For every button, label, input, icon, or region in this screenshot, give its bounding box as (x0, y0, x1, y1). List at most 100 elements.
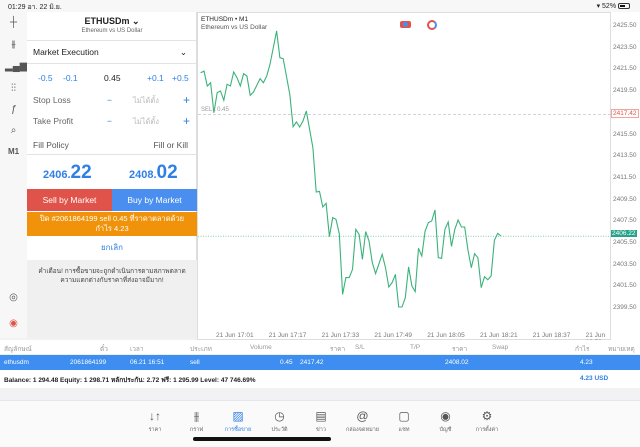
x-tick-label: 21 Jun 18:37 (532, 332, 571, 339)
app-logo-icon[interactable]: ◉ (9, 318, 18, 329)
y-tick-label: 2415.50 (613, 130, 637, 138)
volume-minus-0.1[interactable]: -0.1 (63, 73, 78, 83)
column-header: สัญลักษณ์ (4, 346, 32, 353)
data-point (464, 226, 466, 228)
y-tick-label: 2403.50 (613, 260, 637, 268)
news-icon: ▤ (315, 409, 327, 423)
chat-icon: ▢ (398, 409, 410, 423)
nav-item[interactable]: ◷ ประวัติ (260, 409, 300, 434)
cancel-button[interactable]: ยกเลิก (100, 243, 123, 252)
data-point (236, 77, 238, 78)
settings-sliders-icon[interactable]: ⫶⫶ (11, 83, 16, 94)
take-profit-minus[interactable]: − (107, 116, 112, 126)
data-point (292, 126, 294, 128)
nav-item[interactable]: ⫵ กราฟ (177, 409, 217, 434)
chart-plot (198, 30, 612, 308)
nav-item[interactable]: @ กล่องจดหมาย (343, 409, 383, 434)
status-battery: ▾ 52% (597, 2, 630, 10)
nav-item[interactable]: ▤ ข่าว (301, 409, 341, 434)
close-position-button[interactable]: ปิด #2061864199 sell 0.45 ที่ราคาตลาดด้ว… (27, 212, 197, 236)
column-header: S/L (355, 344, 365, 351)
y-tick-label: 2423.50 (613, 43, 637, 51)
execution-type-select[interactable]: Market Execution ⌄ (33, 47, 187, 57)
timer-icon[interactable] (427, 20, 437, 30)
data-point (395, 274, 396, 275)
mailbox-icon: @ (356, 409, 369, 423)
buy-by-market-button[interactable]: Buy by Market (112, 189, 197, 211)
trade-search-icon[interactable]: ◎ (9, 292, 18, 303)
data-point (279, 57, 281, 59)
objects-icon[interactable]: ⌕ (10, 125, 17, 136)
battery-icon (618, 3, 630, 10)
total-profit: 4.23 USD (580, 375, 609, 382)
crosshair-icon[interactable]: ┼ (9, 17, 18, 28)
data-point (220, 90, 221, 92)
one-click-trading-icon[interactable] (400, 21, 411, 28)
data-point (240, 85, 241, 87)
stop-loss-plus[interactable]: + (183, 93, 191, 107)
nav-item[interactable]: ⚙ การตั้งค่า (467, 409, 507, 434)
column-header: Swap (492, 344, 509, 351)
nav-item[interactable]: ↓↑ ราคา (135, 409, 175, 434)
nav-label: การซื้อขาย (224, 427, 252, 433)
data-point (474, 253, 475, 254)
take-profit-label: Take Profit (33, 116, 74, 126)
data-point (454, 229, 456, 230)
nav-label: ประวัติ (271, 427, 288, 433)
data-point (444, 229, 446, 230)
y-tick-label: 2399.50 (613, 304, 637, 312)
data-point (210, 82, 211, 83)
data-point (253, 91, 254, 93)
data-point (368, 240, 370, 242)
data-point (358, 234, 360, 235)
nav-item[interactable]: ▨ การซื้อขาย (218, 409, 258, 434)
data-point (233, 71, 234, 73)
data-point (414, 291, 416, 292)
volume-input[interactable]: 0.45 (104, 73, 121, 83)
data-point (471, 267, 472, 268)
stop-loss-input[interactable]: ไม่ได้ตั้ง (133, 96, 159, 105)
take-profit-input[interactable]: ไม่ได้ตั้ง (133, 117, 159, 126)
data-point (315, 191, 317, 193)
take-profit-plus[interactable]: + (183, 114, 191, 128)
data-point (461, 226, 462, 228)
nav-label: กล่องจดหมาย (345, 427, 380, 433)
chart-icon: ⫵ (193, 409, 200, 423)
fill-policy-label: Fill Policy (33, 140, 69, 150)
volume-plus-0.5[interactable]: +0.5 (172, 73, 189, 83)
price-axis: 2425.50 2423.50 2421.50 2419.50 2415.50 2413.… (611, 12, 640, 340)
volume-plus-0.1[interactable]: +0.1 (147, 73, 164, 83)
timeframe-button[interactable]: M1 (7, 147, 20, 156)
table-cell: 4.23 (580, 359, 593, 366)
nav-item[interactable]: ◉ บัญชี (426, 409, 466, 434)
table-row[interactable]: ethusdm 2061864199 06.21 16:51 sell 0.45 2417… (0, 355, 640, 370)
data-point (438, 257, 439, 258)
column-header: ตั๋ว (100, 346, 108, 353)
data-point (408, 266, 409, 268)
column-header: T/P (410, 344, 421, 351)
column-header: หมายเหตุ (608, 346, 635, 353)
status-time: 01:29 อา. 22 มิ.ย. (8, 4, 62, 11)
indicators-icon[interactable]: ▂▄▆ (5, 61, 28, 72)
data-point (428, 222, 429, 223)
volume-minus-0.5[interactable]: -0.5 (38, 73, 53, 83)
bottom-nav: ↓↑ ราคา ⫵ กราฟ ▨ การซื้อขาย ◷ ประวัติ ▤ ข่าว @ กล่อ… (0, 400, 640, 447)
function-icon[interactable]: ƒ (10, 104, 17, 115)
column-header: กำไร (575, 346, 590, 353)
data-point (411, 285, 413, 287)
balance-summary: Balance: 1 294.48 Equity: 1 298.71 หลักป… (4, 377, 256, 384)
settings-icon: ⚙ (481, 409, 493, 423)
data-point (385, 267, 386, 268)
fill-policy-select[interactable]: Fill or Kill (153, 140, 188, 150)
candlestick-icon[interactable]: ⫵ (11, 39, 16, 50)
data-point (355, 229, 357, 230)
table-cell: 06.21 16:51 (130, 359, 165, 366)
x-tick-label: 21 Jun 18:05 (427, 332, 465, 339)
nav-item[interactable]: ▢ แชท (384, 409, 424, 434)
symbol-selector[interactable]: ETHUSDm ⌄ (84, 16, 140, 26)
data-point (200, 72, 201, 73)
sell-by-market-button[interactable]: Sell by Market (27, 189, 112, 211)
stop-loss-minus[interactable]: − (107, 95, 112, 105)
price-chart[interactable]: ETHUSDm • M1 Ethereum vs US Dollar SELL … (197, 12, 612, 346)
history-icon: ◷ (274, 409, 285, 423)
